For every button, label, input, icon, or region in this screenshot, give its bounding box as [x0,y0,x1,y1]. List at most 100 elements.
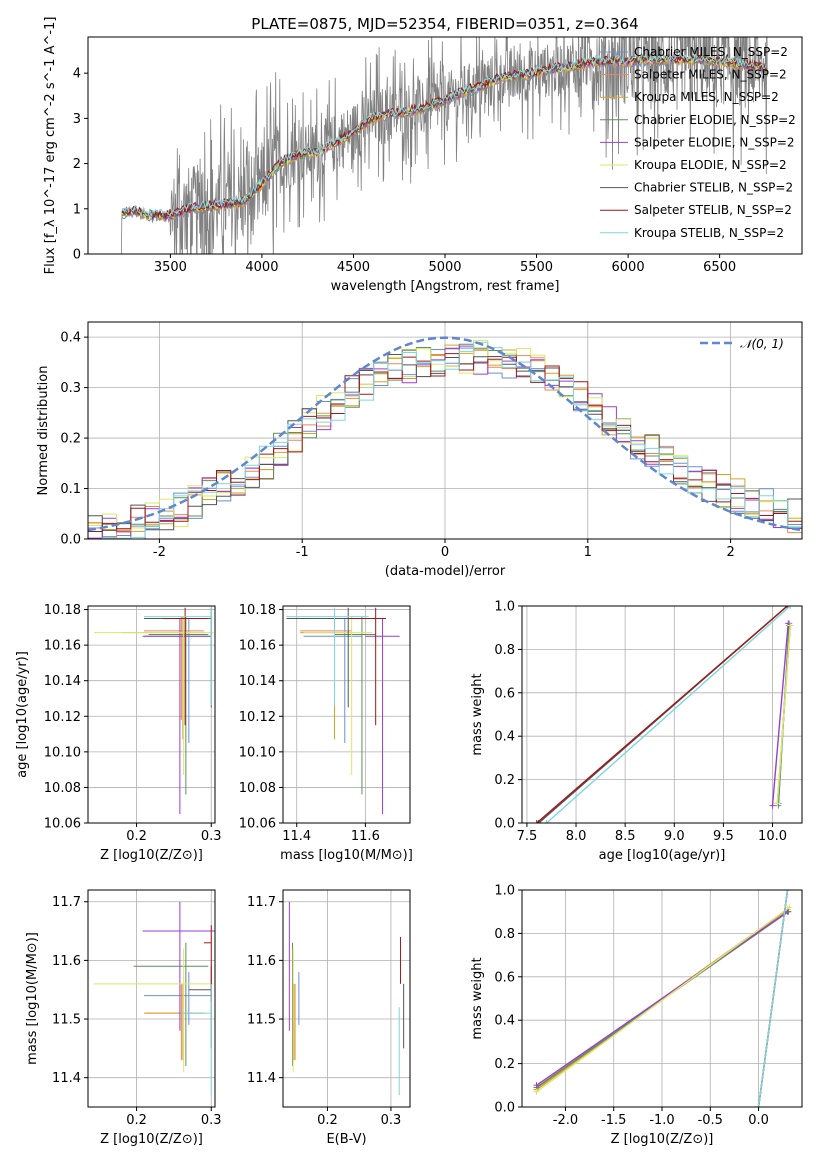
x-tick-label: 0.2 [317,1113,338,1128]
y-tick-label: 11.6 [52,954,81,969]
x-tick-label: 11.4 [282,829,311,844]
y-axis-label: Normed distribution [36,366,51,496]
y-tick-label: 0.3 [60,381,81,396]
weight-marker [769,802,776,809]
x-tick-label: 9.0 [664,829,685,844]
x-tick-label: -0.5 [698,1113,723,1128]
x-tick-label: 0.2 [126,1113,147,1128]
legend-entry: Chabrier STELIB, N_SSP=2 [634,181,793,195]
y-tick-label: 1.0 [494,884,515,899]
model-line-kroupa-stelib [121,52,767,217]
y-tick-label: 0 [73,248,81,263]
y-tick-label: 0.2 [494,773,515,788]
axes-age_vs_Z: 0.2 0.3 10.06 10.08 10.10 10.12 10.14 10.16 10.1… [15,603,222,863]
x-axis-label: Z [log10(Z/Z⊙)] [100,848,203,863]
legend-entry: Salpeter MILES, N_SSP=2 [634,68,787,82]
weight-line-kroupa-stelib [757,890,789,1107]
weight-marker [533,1088,540,1095]
axes-frame [87,889,216,1108]
y-axis-label: mass weight [470,957,485,1039]
y-axis-label: age [log10(age/yr)] [15,651,30,778]
y-tick-label: 10.06 [239,817,276,832]
x-tick-label: 5000 [428,260,461,275]
y-tick-label: 10.08 [44,781,81,796]
y-tick-label: 2 [73,157,81,172]
y-tick-label: 0.0 [60,533,81,548]
axes-mass_weight_vs_Z: -2.0 -1.5 -1.0 -0.5 0.0 0.0 0.2 0.4 0.6 0.8 1.0 Z [… [470,884,803,1147]
weight-line-kroupa-stelib [546,606,791,823]
y-tick-label: 10.16 [239,639,276,654]
y-tick-label: 0.2 [60,432,81,447]
x-tick-label: -1.5 [601,1113,626,1128]
y-tick-label: 0.4 [494,730,515,745]
x-axis-label: Z [log10(Z/Z⊙)] [611,1132,714,1147]
x-tick-label: 8.5 [615,829,636,844]
weight-marker [774,800,781,807]
x-tick-label: 8.0 [566,829,587,844]
x-tick-label: 9.5 [713,829,734,844]
x-tick-label: 0.2 [126,829,147,844]
y-tick-label: 0.4 [60,331,81,346]
y-tick-label: 0.8 [494,643,515,658]
y-tick-label: 11.7 [52,895,81,910]
axes-frame [282,889,411,1108]
y-tick-label: 11.5 [52,1013,81,1028]
y-tick-label: 0.2 [494,1057,515,1072]
y-tick-label: 11.4 [52,1071,81,1086]
weight-line-kroupa-elodie [776,625,791,804]
model-line-chabrier-elodie [121,54,767,221]
y-axis-label: mass [log10(M/M⊙)] [25,932,40,1065]
y-tick-label: 10.10 [239,745,276,760]
x-tick-label: 0.3 [201,1113,222,1128]
x-tick-label: -2.0 [553,1113,578,1128]
y-tick-label: 11.6 [247,954,276,969]
x-tick-label: 4500 [337,260,370,275]
y-tick-label: 0.8 [494,927,515,942]
x-tick-label: -2 [153,545,166,560]
legend-entry: Kroupa MILES, N_SSP=2 [634,90,779,104]
plot-area [533,606,794,823]
hist-step-kroupa-stelib [88,341,802,539]
weight-line-salpeter-elodie [536,911,788,1086]
y-tick-label: 10.12 [44,710,81,725]
x-tick-label: 0.0 [748,1113,769,1128]
legend-entry: Kroupa STELIB, N_SSP=2 [634,226,784,240]
y-tick-label: 10.18 [44,603,81,618]
plot-area [93,607,214,815]
y-tick-label: 11.7 [247,895,276,910]
x-tick-label: 3500 [154,260,187,275]
plot-area [288,901,405,1096]
x-tick-label: 0.3 [381,1113,402,1128]
axes-mass_vs_EBV: 0.2 0.3 11.4 11.5 11.6 11.7 E(B-V) [247,889,411,1147]
plot-area [120,37,768,254]
y-tick-label: 1.0 [494,600,515,615]
x-tick-label: 6500 [703,260,736,275]
plot-area [533,890,793,1107]
x-tick-label: 1 [584,545,592,560]
weight-line-kroupa-elodie [536,906,790,1093]
weight-marker [786,904,793,911]
axes-mass_vs_Z: 0.2 0.3 11.4 11.5 11.6 11.7 Z [log10(Z/Z⊙)] mas… [25,889,222,1147]
weight-marker [533,820,540,823]
y-tick-label: 10.10 [44,745,81,760]
y-tick-label: 10.08 [239,781,276,796]
weight-line-salpeter-elodie [771,623,789,806]
plot-area [88,336,802,539]
x-axis-label: E(B-V) [326,1132,366,1147]
x-tick-label: 0 [441,545,449,560]
weight-marker [787,622,794,629]
legend-entry: Salpeter ELODIE, N_SSP=2 [634,135,795,149]
axes-residuals: -2 -1 0 1 2 0.0 0.1 0.2 0.3 0.4 (data-model)/error… [36,321,803,579]
plot-area [286,607,400,815]
x-tick-label: 4000 [245,260,278,275]
y-tick-label: 10.16 [44,639,81,654]
y-tick-label: 11.4 [247,1071,276,1086]
axes-frame [87,605,216,824]
figure-title: PLATE=0875, MJD=52354, FIBERID=0351, z=0… [251,15,638,33]
x-tick-label: 0.3 [201,829,222,844]
x-axis-label: Z [log10(Z/Z⊙)] [100,1132,203,1147]
y-tick-label: 0.6 [494,686,515,701]
y-tick-label: 4 [73,67,81,82]
x-axis-label: wavelength [Angstrom, rest frame] [331,279,560,294]
